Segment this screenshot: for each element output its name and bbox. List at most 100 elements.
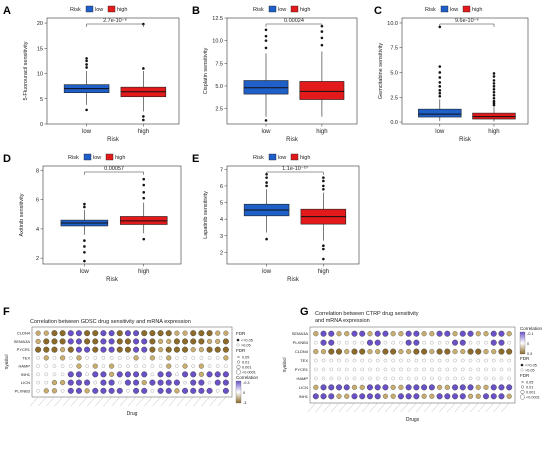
correlation-dot [157,338,164,345]
correlation-dot [453,376,457,381]
drug-label-tick [485,402,494,413]
legend-title: Risk [70,7,81,13]
drug-label-tick [423,402,433,413]
correlation-dot [174,330,180,336]
correlation-dot [85,356,89,360]
correlation-dot [149,379,156,386]
correlation-dot [422,367,426,372]
outlier-point [83,245,86,248]
correlation-dot [483,384,489,390]
plot-frame [226,17,358,125]
row-label: SEMA3A [14,339,31,344]
correlation-dot [84,330,91,337]
drug-label-tick [70,396,80,407]
correlation-dot [124,338,131,345]
y-axis-label: Symbol [282,357,287,372]
correlation-dot [51,388,58,394]
correlation-dot [430,376,434,381]
correlation-dot [436,330,443,337]
correlation-dot [498,393,505,400]
outlier-point [492,75,496,78]
correlation-dot [360,376,365,381]
correlation-dot [374,330,381,337]
correlation-dot [336,384,343,391]
correlation-dot [84,338,91,345]
drug-label-tick [408,402,417,413]
correlation-dot [149,330,156,337]
panel-G: G Correlation between CTRP drug sensitivi… [282,306,543,423]
correlation-dot [374,339,381,346]
correlation-dot [51,379,58,386]
correlation-dot [92,346,99,353]
y-tick-label: 5 [220,201,223,207]
row-label: HAMP [18,364,30,369]
correlation-dot [101,356,106,360]
correlation-dot [100,346,107,353]
outlier-point [142,115,145,118]
legend-label: 0.01 [242,361,249,365]
drug-label-tick [62,396,71,407]
drug-label-tick [338,402,347,413]
correlation-dot [85,372,89,377]
outlier-point [142,177,146,181]
legend: Risk low high [253,153,310,161]
correlation-dot [467,348,474,355]
legend-swatch-low [440,5,449,13]
correlation-dot [344,367,349,372]
y-tick-label: 2 [220,250,223,256]
correlation-dot [150,364,155,368]
correlation-dot [191,364,196,368]
correlation-dot [222,346,229,353]
legend-label: 0.05 [242,356,249,360]
correlation-dot [108,371,115,377]
x-tick-label: high [138,269,149,275]
correlation-dot [374,384,381,391]
legend-title: FDR [236,331,246,336]
correlation-dot [117,356,122,360]
correlation-dot [383,367,388,372]
correlation-dot [207,356,212,360]
correlation-dot [437,340,442,345]
outlier-point [492,101,496,105]
correlation-dot [175,364,179,368]
panel-letter: G [300,306,309,318]
correlation-dot [351,393,358,400]
correlation-dot [313,331,319,337]
correlation-dot [329,376,334,381]
correlation-dot [344,340,349,345]
y-tick-label: 20 [37,21,43,27]
legend-title: Risk [253,155,264,161]
correlation-dot [198,338,205,345]
correlation-dot [75,371,82,378]
outlier-point [438,89,442,92]
correlation-dot [366,393,373,400]
outlier-point [492,72,496,75]
correlation-dot [108,363,115,369]
legend-dot [520,363,524,367]
correlation-dot [60,347,66,353]
legend-swatch-high [107,5,116,13]
correlation-dot [506,384,513,391]
correlation-dot [321,376,326,381]
correlation-dot [190,338,197,345]
correlation-dot [367,348,373,355]
correlation-dot [321,367,326,372]
row-label: PLXNB3 [15,388,31,393]
correlation-dot [414,367,419,372]
correlation-dot [490,330,497,337]
correlation-dot [459,384,466,391]
panel-title: Correlation between CTRP drug sensitivit… [315,311,419,317]
correlation-dot [60,372,65,377]
row-label: HAMP [296,376,308,381]
correlation-dot [507,367,511,372]
correlation-dot [405,393,412,400]
x-axis-label: Risk [106,277,119,283]
legend-swatch-low [268,153,277,161]
legend: Risk low high [70,5,127,13]
drug-label-tick [38,396,47,407]
correlation-dot [214,346,221,353]
x-tick-label: low [82,129,92,135]
correlation-dot [35,346,42,353]
outlier-point [492,82,496,85]
drug-label-tick [384,402,394,413]
